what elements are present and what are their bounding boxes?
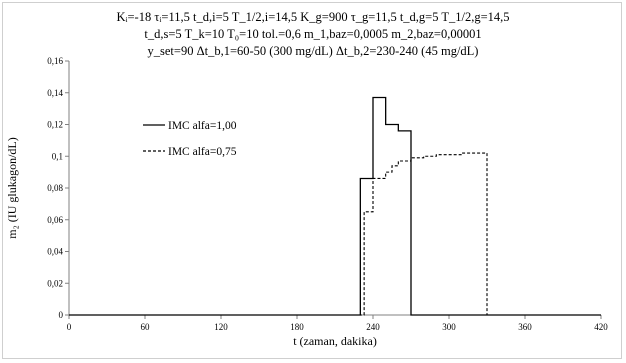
x-axis-title: t (zaman, dakika) [293, 334, 377, 348]
x-tick-label: 420 [594, 322, 608, 332]
header-line-1: Kᵢ=-18 τᵢ=11,5 t_d,i=5 T_1/2,i=14,5 K_g=… [116, 10, 510, 24]
x-tick-label: 240 [366, 322, 380, 332]
x-tick-label: 120 [214, 322, 228, 332]
y-tick-label: 0,02 [47, 278, 63, 288]
header-line-3: y_set=90 Δt_b,1=60-50 (300 mg/dL) Δt_b,2… [147, 44, 479, 58]
x-tick-label: 60 [141, 322, 151, 332]
y-tick-label: 0,08 [47, 183, 63, 193]
y-tick-label: 0,06 [47, 215, 63, 225]
series-line-1 [69, 96, 601, 316]
y-tick-label: 0 [59, 310, 64, 320]
y-tick-label: 0,14 [47, 88, 63, 98]
y-axis-title: m₂ (IU glukagon/dL) [5, 137, 19, 239]
plot-area: 0 0,02 0,04 0,06 0,08 0,1 0,12 0,14 0,16 0 60 120 18… [47, 56, 608, 332]
legend-label-2: IMC alfa=0,75 [168, 146, 237, 158]
header-line-2: t_d,s=5 T_k=10 T₀=10 tol.=0,6 m_1,baz=0,… [144, 27, 482, 41]
x-tick-label: 360 [518, 322, 532, 332]
y-tick-label: 0,04 [47, 247, 63, 257]
series-line-2 [69, 152, 601, 316]
y-tick-label: 0,16 [47, 56, 63, 66]
legend-label-1: IMC alfa=1,00 [168, 120, 237, 132]
y-tick-label: 0,1 [52, 151, 63, 161]
x-tick-label: 0 [67, 322, 72, 332]
x-tick-label: 300 [442, 322, 456, 332]
chart-frame [2, 2, 622, 359]
y-tick-label: 0,12 [47, 120, 63, 130]
x-tick-label: 180 [290, 322, 304, 332]
